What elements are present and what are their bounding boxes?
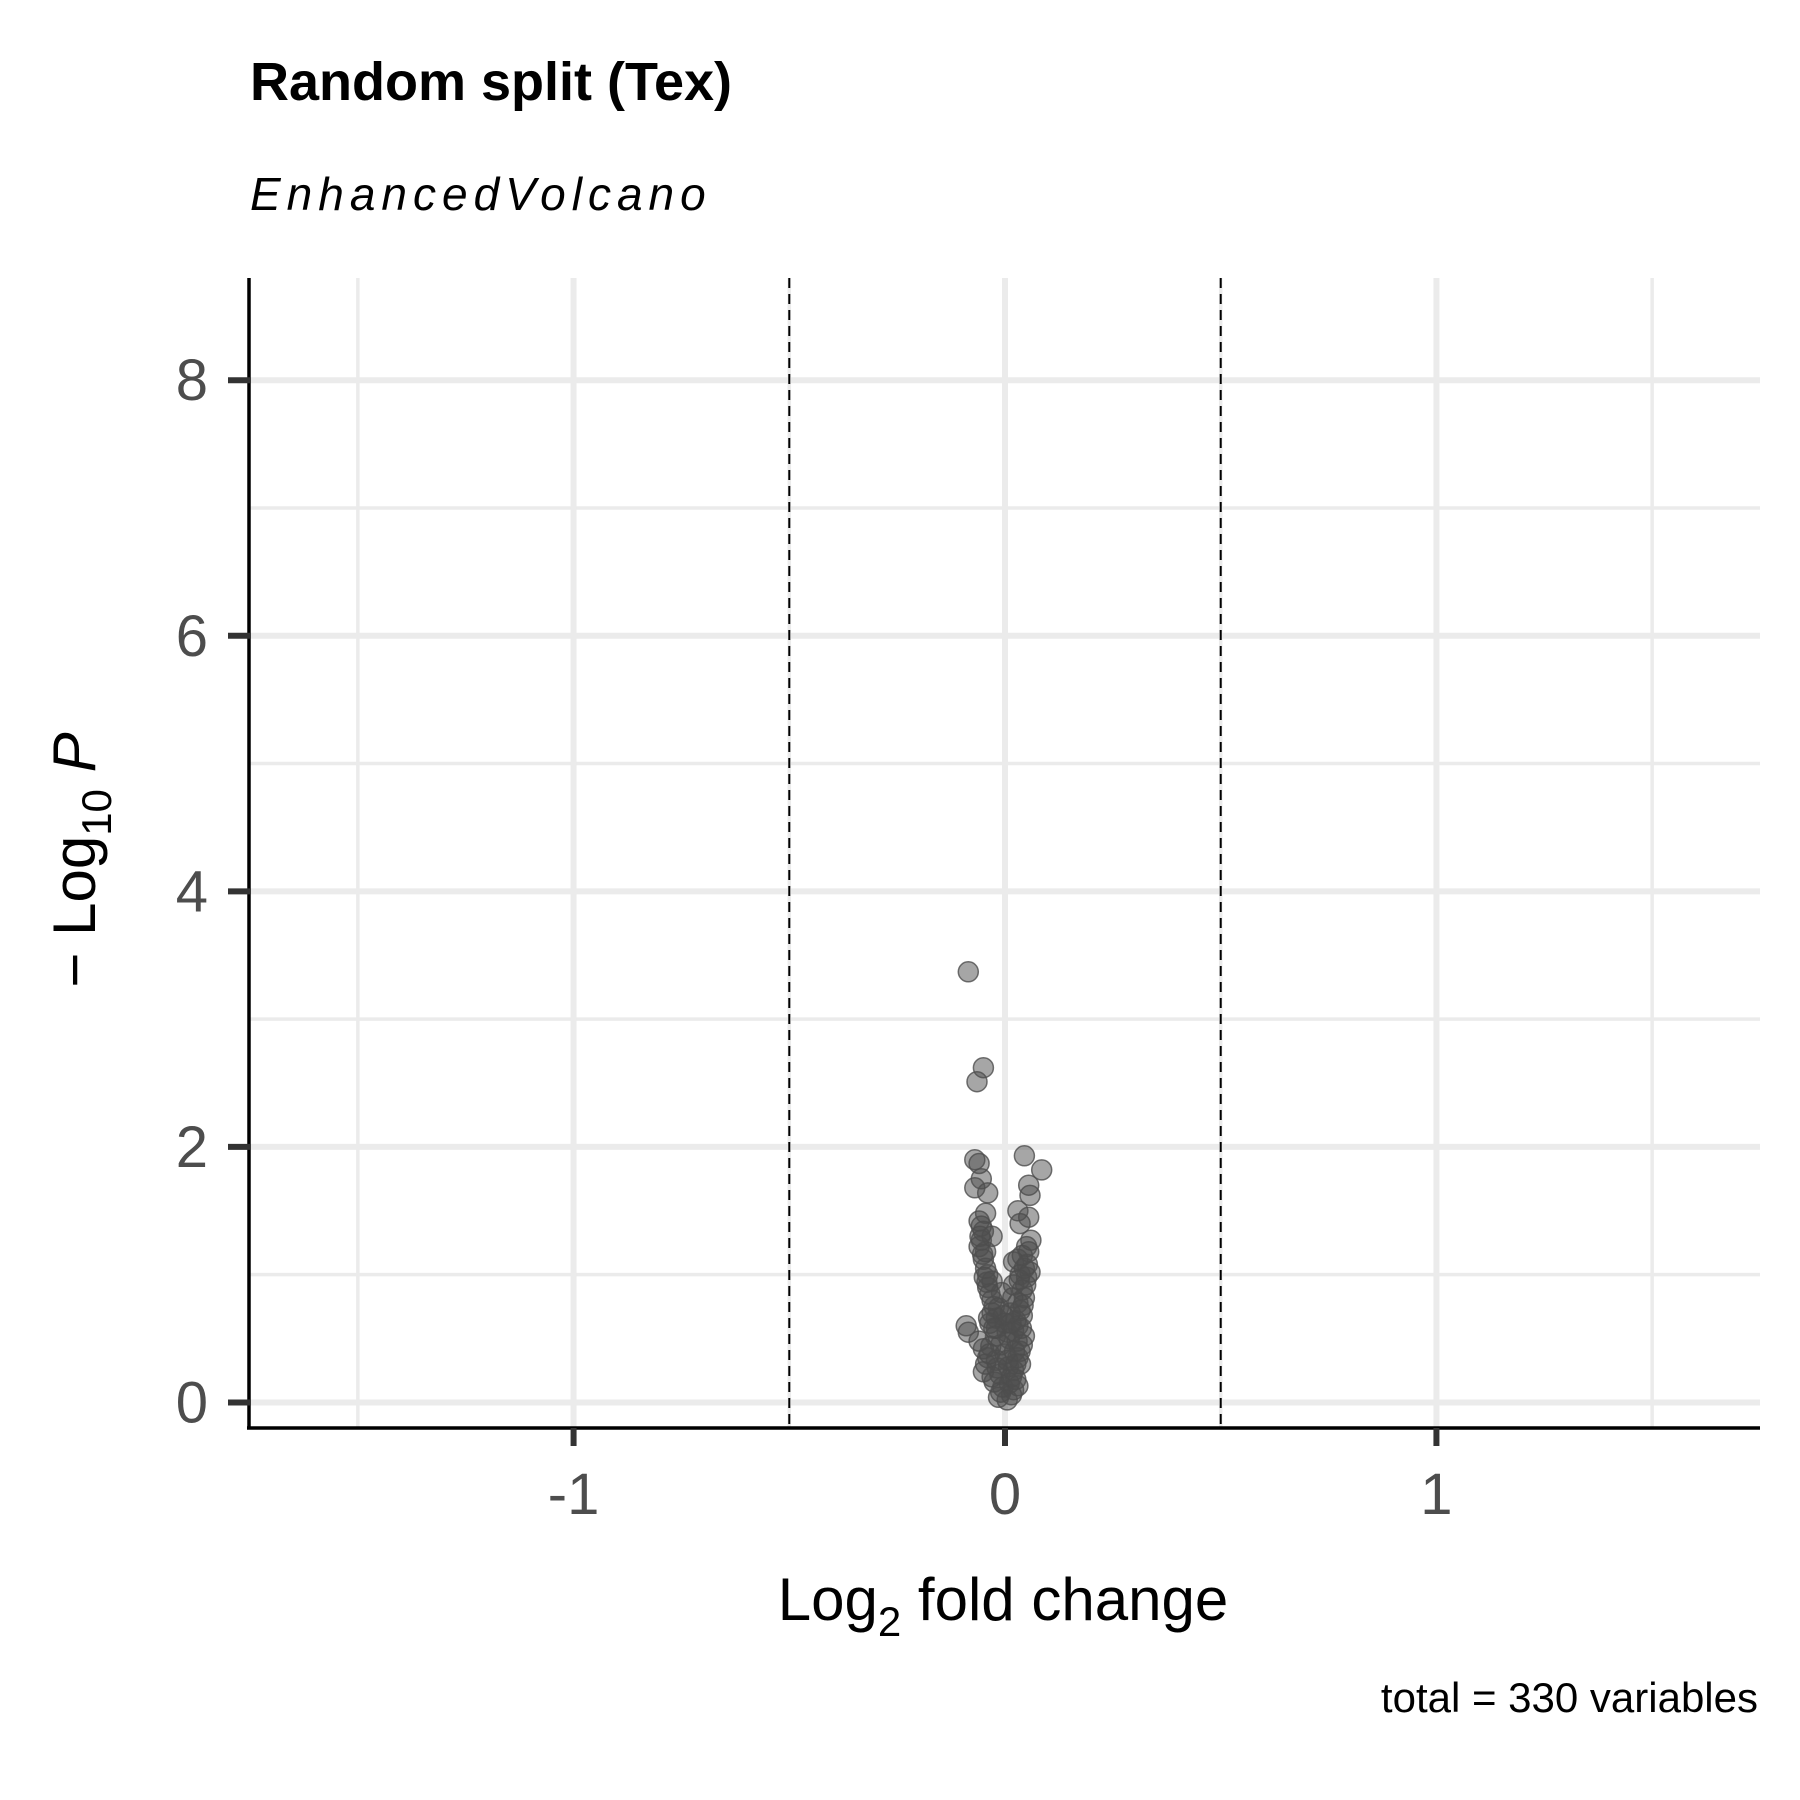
data-point — [1009, 1353, 1032, 1375]
grid-lines — [250, 278, 1760, 1428]
data-point — [1013, 1145, 1036, 1167]
data-point — [1012, 1294, 1034, 1317]
data-point — [983, 1317, 1005, 1340]
y-tick-label: 8 — [176, 348, 208, 413]
data-point — [957, 961, 980, 983]
data-point — [971, 1243, 994, 1265]
data-points — [955, 961, 1053, 1411]
data-point — [978, 1343, 1001, 1365]
data-point — [973, 1266, 996, 1288]
data-point — [1019, 1184, 1041, 1207]
y-axis-title: − Log10 P — [41, 732, 120, 987]
chart-title: Random split (Tex) — [250, 52, 732, 112]
y-axis-ticks: 0 2 4 6 8 — [176, 348, 250, 1435]
y-tick-label: 2 — [176, 1115, 208, 1180]
y-tick-label: 6 — [176, 604, 208, 669]
data-point — [1008, 1269, 1030, 1291]
data-point — [1007, 1375, 1029, 1397]
chart-caption: total = 330 variables — [1381, 1674, 1758, 1721]
x-tick-label: 0 — [989, 1462, 1021, 1527]
x-axis-title: Log2 fold change — [778, 1566, 1228, 1645]
y-tick-label: 0 — [176, 1370, 208, 1435]
x-tick-label: -1 — [548, 1462, 600, 1527]
data-point — [969, 1225, 991, 1248]
data-point — [1030, 1159, 1053, 1181]
data-point — [955, 1315, 977, 1337]
y-tick-label: 4 — [176, 859, 208, 924]
data-point — [976, 1182, 999, 1204]
chart-subtitle: EnhancedVolcano — [250, 168, 712, 220]
data-point — [966, 1070, 988, 1093]
x-tick-label: 1 — [1420, 1462, 1452, 1527]
data-point — [1009, 1212, 1031, 1235]
x-axis-ticks: -1 0 1 — [548, 1428, 1453, 1527]
